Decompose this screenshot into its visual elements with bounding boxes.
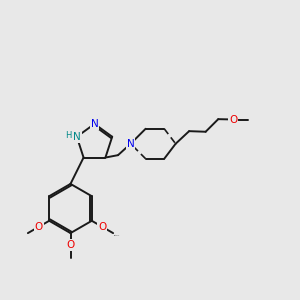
Text: O: O — [66, 240, 75, 250]
Text: methoxy: methoxy — [114, 235, 120, 236]
Text: N: N — [91, 119, 98, 129]
Text: O: O — [35, 222, 43, 232]
Text: O: O — [98, 222, 106, 232]
Text: O: O — [229, 115, 237, 125]
Text: H: H — [65, 131, 72, 140]
Text: N: N — [73, 132, 81, 142]
Text: N: N — [127, 139, 134, 149]
